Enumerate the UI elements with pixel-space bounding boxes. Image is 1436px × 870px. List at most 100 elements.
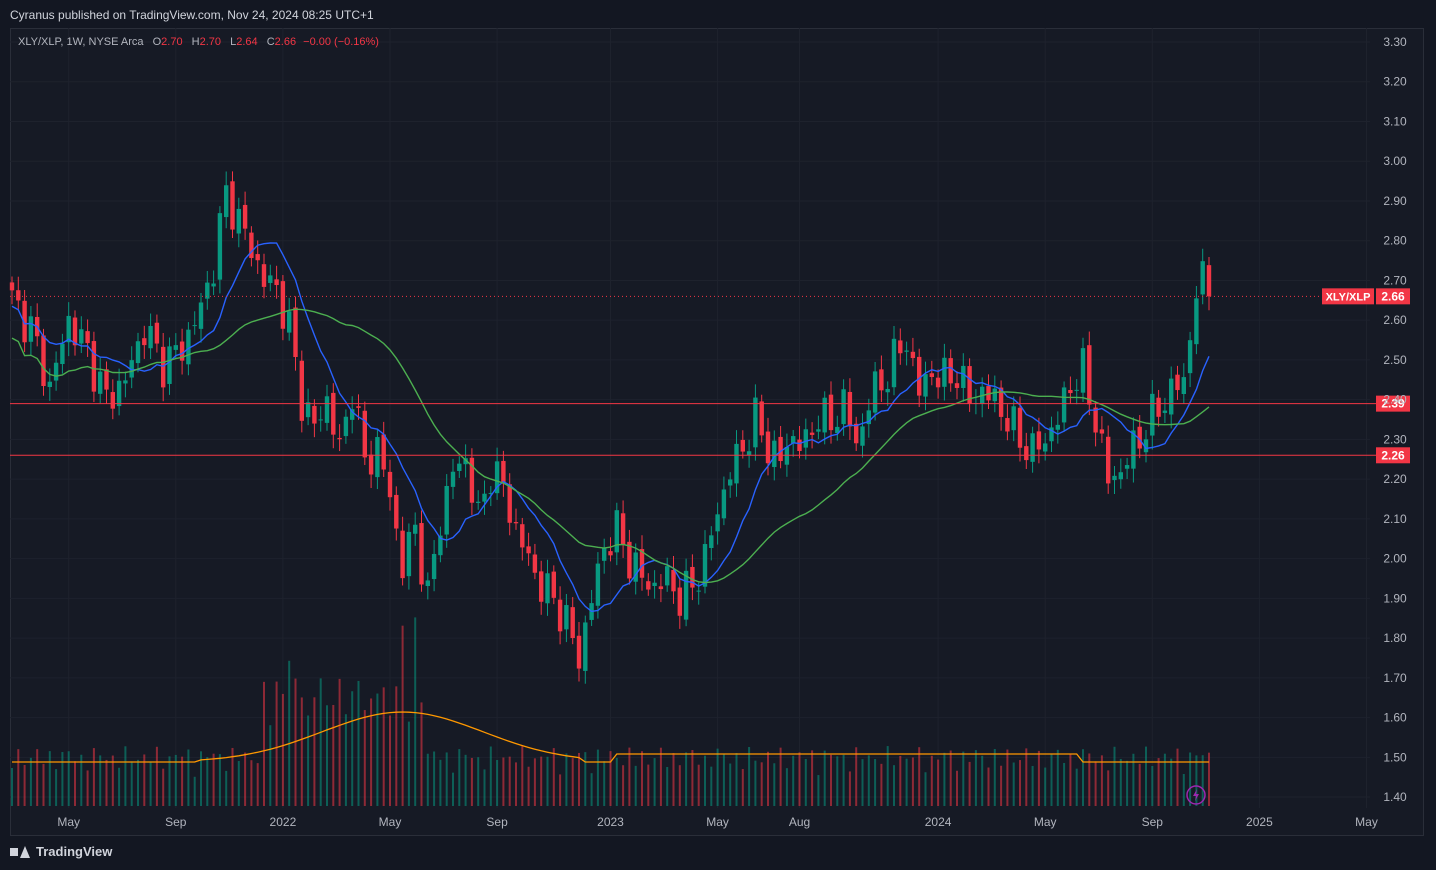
candle-body	[1200, 261, 1205, 295]
volume-bar	[722, 754, 725, 806]
y-tick-label: 1.50	[1383, 750, 1407, 764]
volume-bar	[237, 761, 240, 806]
lightning-icon	[1186, 785, 1206, 805]
volume-bar	[704, 755, 706, 806]
volume-bar	[206, 757, 209, 806]
volume-bar	[288, 660, 291, 806]
candle-body	[1093, 407, 1098, 433]
volume-bar	[515, 762, 517, 806]
chart-frame[interactable]	[10, 28, 1424, 836]
candle-body	[72, 317, 78, 346]
volume-bar	[181, 756, 184, 806]
candle-body	[803, 429, 808, 448]
candle-body	[910, 351, 916, 359]
candle-body	[1074, 389, 1079, 391]
level-price-label: 2.26	[1381, 448, 1405, 462]
volume-bar	[124, 746, 127, 806]
volume-bar	[149, 761, 152, 806]
candle-body	[431, 553, 437, 580]
tradingview-brand[interactable]: TradingView	[10, 844, 112, 859]
candle-body	[513, 522, 519, 524]
candle-body	[778, 436, 783, 462]
candle-body	[935, 377, 941, 388]
candle-body	[350, 409, 355, 420]
volume-bar	[685, 752, 688, 806]
candle-body	[532, 554, 538, 573]
x-tick-label: May	[379, 815, 402, 829]
x-tick-label: May	[57, 815, 80, 829]
candle-body	[501, 460, 506, 484]
candle-body	[274, 279, 279, 286]
candle-body	[608, 551, 613, 556]
volume-bar	[67, 751, 70, 806]
volume-bar	[407, 721, 410, 806]
volume-bar	[300, 697, 303, 806]
candle-body	[652, 582, 657, 586]
candle-body	[784, 446, 790, 465]
volume-bar	[1012, 762, 1015, 806]
volume-bar	[1037, 750, 1040, 806]
volume-bar	[691, 750, 694, 806]
candle-body	[917, 356, 922, 396]
volume-bar	[867, 755, 870, 806]
volume-bar	[155, 746, 158, 806]
candle-body	[847, 391, 853, 427]
legend-low-label: L	[230, 36, 237, 48]
candle-body	[702, 544, 708, 587]
volume-bar	[911, 757, 914, 806]
volume-bar	[111, 755, 114, 806]
volume-bar	[653, 758, 656, 806]
candle-body	[154, 322, 160, 344]
candle-body	[211, 283, 216, 287]
volume-bar	[1100, 755, 1103, 806]
volume-bar	[313, 697, 316, 806]
candle-body	[551, 571, 556, 598]
candle-body	[287, 311, 292, 333]
volume-bar	[773, 763, 776, 806]
volume-bar	[1063, 762, 1066, 806]
volume-bar	[445, 752, 448, 806]
volume-bar	[61, 752, 64, 806]
volume-bar	[779, 747, 782, 806]
candle-body	[891, 338, 897, 388]
volume-bar	[1050, 753, 1053, 806]
volume-bar	[48, 751, 51, 806]
top-bar	[0, 0, 1436, 28]
volume-bar	[540, 756, 543, 806]
volume-bar	[861, 759, 864, 806]
x-tick-label: Sep	[165, 815, 187, 829]
candle-body	[66, 315, 71, 343]
volume-bar	[256, 763, 259, 806]
legend-close-label: C	[266, 36, 275, 48]
legend-low-value: 2.64	[236, 36, 258, 48]
candle-body	[1087, 345, 1092, 405]
volume-bar	[596, 749, 599, 806]
volume-bar	[269, 725, 272, 806]
candle-body	[929, 373, 934, 378]
volume-bar	[905, 758, 908, 806]
candle-body	[60, 343, 65, 365]
volume-bar	[571, 758, 574, 806]
candle-body	[394, 494, 399, 529]
volume-bar	[584, 752, 587, 806]
ma-fast-line	[11, 242, 1210, 613]
volume-bar	[521, 746, 524, 806]
volume-bar	[439, 759, 442, 806]
volume-bar	[716, 748, 719, 806]
candle-body	[753, 397, 758, 448]
volume-bar	[496, 760, 499, 806]
candle-body	[1206, 265, 1212, 297]
volume-bar	[804, 758, 807, 806]
volume-bar	[1126, 760, 1129, 806]
volume-bar	[332, 704, 335, 806]
volume-bar	[533, 758, 536, 806]
candle-body	[179, 341, 185, 361]
candle-body	[797, 439, 802, 452]
candle-body	[1024, 446, 1029, 461]
volume-bar	[1195, 755, 1198, 806]
candle-body	[255, 254, 260, 261]
candle-body	[331, 392, 336, 435]
candle-body	[79, 329, 84, 344]
candle-body	[904, 350, 909, 352]
